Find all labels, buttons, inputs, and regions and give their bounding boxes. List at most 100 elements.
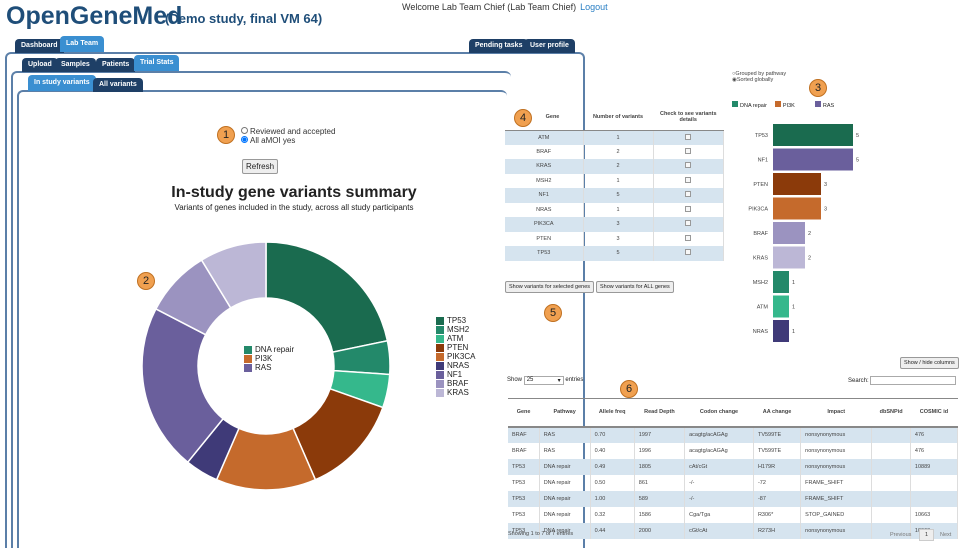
col-header[interactable]: Allele freq — [590, 398, 635, 428]
legend-label: TP53 — [447, 316, 467, 325]
table-cell: 1996 — [634, 442, 686, 459]
col-gene[interactable]: Gene — [505, 104, 583, 131]
variant-checkbox[interactable] — [685, 147, 692, 154]
sort-radio-group: ○Grouped by pathway ◉Sorted globally — [732, 71, 786, 83]
col-header[interactable]: Read Depth — [634, 398, 685, 428]
checkbox-cell — [653, 217, 724, 232]
tab-trial-stats[interactable]: Trial Stats — [134, 55, 180, 71]
gene-cell: MSH2 — [505, 173, 584, 188]
col-number-variants[interactable]: Number of variants — [583, 104, 653, 131]
refresh-button[interactable]: Refresh — [242, 159, 279, 174]
table-row[interactable]: TP53 DNA repair 0.32 1586 Cga/Tga R306* STOP_G… — [508, 506, 959, 523]
variant-checkbox[interactable] — [685, 249, 692, 256]
search-input[interactable] — [870, 376, 957, 385]
variant-checkbox[interactable] — [685, 162, 692, 169]
bar-pten[interactable] — [773, 173, 821, 195]
col-header[interactable]: dbSNPid — [871, 398, 911, 428]
col-header[interactable]: COSMIC id — [910, 398, 958, 428]
bar-value: 1 — [792, 329, 795, 335]
table-row[interactable]: BRAF RAS 0.40 1996 acagtg/acAGAg TV599TE nonsy… — [508, 442, 959, 459]
donut-slice-tp53[interactable] — [265, 241, 389, 354]
table-row: NRAS 1 — [505, 202, 724, 217]
table-cell: R273H — [753, 522, 802, 539]
logout-link[interactable]: Logout — [580, 2, 608, 12]
entries-value: 25 — [526, 377, 534, 383]
col-header[interactable]: AA change — [753, 398, 801, 428]
table-cell: FRAME_SHIFT — [800, 474, 873, 491]
variant-checkbox[interactable] — [685, 205, 692, 212]
bar-value: 1 — [792, 305, 795, 311]
variant-checkbox[interactable] — [685, 234, 692, 241]
show-selected-genes-button[interactable]: Show variants for selected genes — [505, 281, 595, 293]
donut-slice-nf1[interactable] — [141, 307, 225, 464]
col-header[interactable]: Codon change — [684, 398, 754, 428]
table-row[interactable]: TP53 DNA repair 0.49 1805 cAt/cGt H179R nonsyn… — [508, 458, 959, 475]
checkbox-cell — [653, 231, 724, 246]
bar-pik3ca[interactable] — [773, 197, 821, 220]
bar-label: ATM — [757, 305, 769, 311]
bar-braf[interactable] — [773, 222, 805, 244]
tab-in-study-variants[interactable]: In study variants — [28, 75, 96, 91]
table-cell: TP53 — [508, 474, 540, 491]
tab-all-variants[interactable]: All variants — [93, 78, 143, 92]
table-row: MSH2 1 — [505, 173, 724, 188]
bar-value: 5 — [856, 133, 859, 139]
col-header[interactable]: Gene — [508, 398, 540, 428]
tab-samples[interactable]: Samples — [55, 58, 96, 72]
table-row[interactable]: TP53 DNA repair 1.00 589 -/- -87 FRAME_SHIFT — [508, 490, 959, 507]
show-hide-columns-button[interactable]: Show / hide columns — [900, 357, 959, 369]
variant-checkbox[interactable] — [685, 191, 692, 198]
tab-user-profile[interactable]: User profile — [524, 39, 575, 53]
gene-cell: NF1 — [505, 188, 584, 203]
tab-patients[interactable]: Patients — [96, 58, 136, 72]
page-1-button[interactable]: 1 — [918, 529, 934, 541]
table-cell: 10889 — [910, 458, 959, 475]
tab-pending-tasks[interactable]: Pending tasks — [469, 39, 529, 53]
variant-checkbox[interactable] — [685, 133, 692, 140]
count-cell: 1 — [583, 173, 654, 188]
previous-button[interactable]: Previous — [890, 532, 912, 538]
bar-legend-item: RAS — [814, 101, 834, 109]
donut-slice-kras[interactable] — [200, 241, 267, 309]
pathway-legend-item: DNA repair — [244, 345, 294, 354]
col-header[interactable]: Pathway — [539, 398, 591, 428]
legend-label: NRAS — [447, 361, 470, 370]
count-cell: 5 — [583, 246, 654, 261]
legend-swatch — [244, 363, 252, 372]
radio-reviewed-label: Reviewed and accepted — [250, 127, 336, 136]
tab-dashboard[interactable]: Dashboard — [15, 39, 64, 53]
count-cell: 2 — [583, 159, 654, 174]
bar-nras[interactable] — [773, 320, 789, 342]
table-row[interactable]: TP53 DNA repair 0.44 2000 cGt/cAt R273H nonsyn… — [508, 522, 959, 539]
bar-nf1[interactable] — [773, 148, 853, 171]
bar-kras[interactable] — [773, 246, 805, 269]
bar-msh2[interactable] — [773, 271, 789, 293]
legend-swatch — [436, 388, 444, 397]
radio-reviewed[interactable]: Reviewed and accepted — [241, 127, 335, 136]
table-cell: R306* — [753, 506, 802, 523]
checkbox-cell — [653, 246, 724, 261]
col-check[interactable]: Check to see variants details — [653, 104, 724, 131]
radio-all-amoi[interactable]: All aMOI yes — [241, 136, 335, 145]
legend-label: KRAS — [447, 388, 469, 397]
legend-label: BRAF — [447, 379, 469, 388]
next-button[interactable]: Next — [940, 532, 952, 538]
variant-checkbox[interactable] — [685, 176, 692, 183]
show-all-genes-button[interactable]: Show variants for ALL genes — [596, 281, 674, 293]
bar-legend: DNA repair PI3K RAS — [732, 101, 842, 109]
tab-lab-team[interactable]: Lab Team — [60, 36, 105, 52]
gene-cell: KRAS — [505, 159, 584, 174]
tab-upload[interactable]: Upload — [22, 58, 58, 72]
table-row[interactable]: TP53 DNA repair 0.50 861 -/- -72 FRAME_SHIFT — [508, 474, 959, 491]
gene-legend-item: NRAS — [436, 361, 475, 370]
bar-tp53[interactable] — [773, 124, 853, 146]
table-row[interactable]: BRAF RAS 0.70 1997 acagtg/acAGAg TV599TE nonsy… — [508, 426, 959, 443]
col-header[interactable]: Impact — [800, 398, 872, 428]
radio-grouped[interactable]: ○Grouped by pathway — [732, 71, 787, 77]
variant-checkbox[interactable] — [685, 220, 692, 227]
radio-sorted[interactable]: ◉Sorted globally — [732, 77, 774, 83]
bar-atm[interactable] — [773, 295, 789, 318]
checkbox-cell — [653, 144, 724, 159]
entries-select[interactable]: 25 ▾ — [523, 376, 564, 385]
pathway-legend-item: PI3K — [244, 354, 294, 363]
